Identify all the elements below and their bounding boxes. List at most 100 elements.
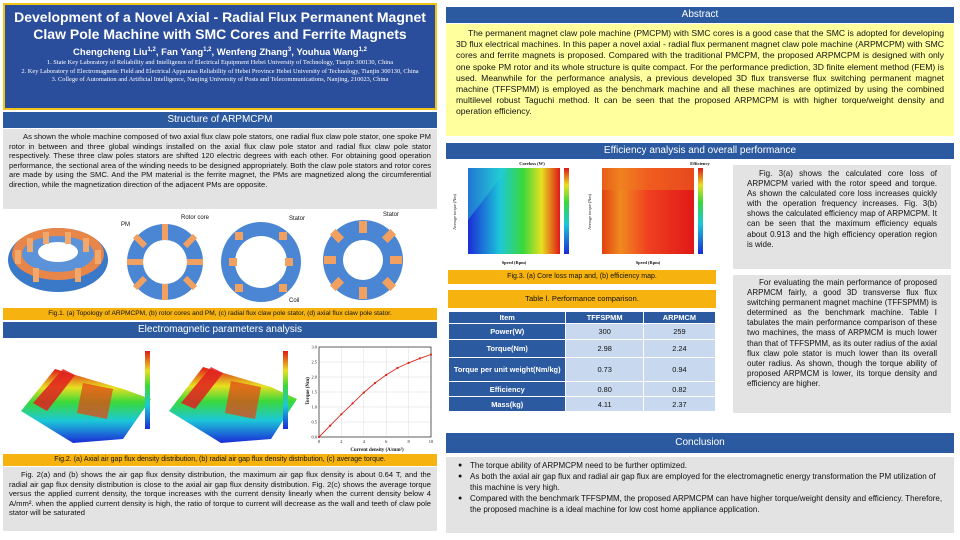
conclusion-list: The torque ability of ARPMCPM need to be… [452,461,948,515]
author-name: Wenfeng Zhang [216,47,288,59]
efficiency-maps: Coreloss (W) Speed (Rpm) Average torque … [448,160,716,268]
machine-topology-a [8,228,108,292]
torque-series-line [318,354,432,438]
coreloss-map-y-label: Average torque (Nm) [452,194,457,230]
y-tick-label: 2.5 [312,360,318,365]
radial-flux-density-surface [169,351,297,443]
axial-flux-density-surface [21,351,151,443]
data-point [373,381,377,385]
table-row: Mass(kg) 4.11 2.37 [447,396,717,412]
em-text: Fig. 2(a) and (b) shows the air gap flux… [3,467,437,531]
table-cell: 0.73 [565,357,644,382]
axial-stator-figure-d: Stator [323,212,403,300]
table-cell: 0.94 [642,357,717,382]
affiliation: 3. College of Automation and Artificial … [51,75,389,83]
poster-title-line2: Claw Pole Machine with SMC Cores and Fer… [33,26,407,42]
y-tick-label: 3.0 [312,345,318,350]
table-cell: Mass(kg) [447,396,567,412]
table-cell: Efficiency [447,381,567,397]
coreloss-colorbar [564,168,569,254]
y-tick-label: 0.0 [312,435,318,440]
conclusion-title-bar: Conclusion [446,433,954,453]
structure-section-title: Structure of ARPMCPM [3,112,437,128]
coreloss-map [468,168,560,254]
table-cell: 2.98 [565,339,644,358]
fig3-caption: Fig.3. (a) Core loss map and, (b) effici… [448,270,716,284]
em-section-title: Electromagnetic parameters analysis [3,322,437,338]
machine-topology-illustration: PM Rotor core Stator Coil [8,212,403,304]
fig1-caption: Fig.1. (a) Topology of ARPMCPM, (b) roto… [3,308,437,320]
author-name: Chengcheng Liu [73,47,148,59]
chart-series [317,353,433,439]
table-cell: Power(W) [447,323,567,340]
coil-label: Coil [289,298,299,304]
efficiency-map-title: Efficiency [690,161,710,166]
chart-x-axis-label: Current density (A/mm²) [350,447,404,453]
conclusion-item: As both the axial air gap flux and radia… [452,472,948,493]
table-cell: 259 [642,323,717,340]
table-cell: 0.82 [642,381,717,397]
data-point [396,366,399,370]
author-name: Fan Yang [161,47,204,59]
efficiency-map-x-label: Speed (Rpm) [636,260,661,265]
y-tick-label: 1.5 [312,390,318,395]
table-row: Efficiency 0.80 0.82 [447,381,717,397]
structure-text: As shown the whole machine composed of t… [3,129,437,209]
data-point [362,391,365,394]
y-tick-label: 2.0 [312,375,318,380]
table-header: Item [447,311,567,324]
efficiency-text-1: Fig. 3(a) shows the calculated core loss… [733,165,951,269]
data-point [329,424,332,427]
table-header: TFFSPMM [565,311,644,324]
coreloss-efficiency-maps: Coreloss (W) Speed (Rpm) Average torque … [452,161,711,265]
author-name: Youhua Wang [296,47,359,59]
table-title: Table Ⅰ. Performance comparison. [448,290,716,308]
table-cell: 0.80 [565,381,644,397]
stator-label: Stator [289,216,305,222]
flux-density-surfaces [21,351,297,443]
table-cell: 2.24 [642,339,717,358]
performance-table-wrap: Item TFFSPMM ARPMCM Power(W) 300 259 Tor… [447,311,717,414]
structure-figure: PM Rotor core Stator Coil [3,210,437,308]
data-point [340,413,343,416]
performance-table: Item TFFSPMM ARPMCM Power(W) 300 259 Tor… [447,311,717,412]
rotor-figure-b: PM Rotor core [121,215,210,300]
data-point [429,353,433,356]
poster-title-line1: Development of a Novel Axial - Radial Fl… [14,9,426,25]
table-row: Power(W) 300 259 [447,323,717,340]
chart-axes [318,346,432,438]
data-point [317,435,321,439]
table-row: Torque per unit weight(Nm/kg) 0.73 0.94 [447,357,717,382]
data-point [385,373,388,376]
data-point [351,402,354,405]
coreloss-map-title: Coreloss (W) [519,161,545,166]
author-list: Chengcheng Liu1,2, Fan Yang1,2, Wenfeng … [73,47,367,59]
x-tick-label: 0 [318,439,321,444]
x-tick-label: 10 [429,439,434,444]
table-cell: Torque per unit weight(Nm/kg) [447,357,567,382]
efficiency-section-title: Efficiency analysis and overall performa… [446,143,954,159]
table-cell: 4.11 [565,396,644,412]
affiliation: 1. State Key Laboratory of Reliability a… [46,59,394,67]
efficiency-map-y-label: Average torque (Nm) [587,194,592,230]
table-cell: 300 [565,323,644,340]
table-cell: 2.37 [642,396,717,412]
radial-stator-figure-c: Stator Coil [221,216,305,304]
table-header: ARPMCM [642,311,717,324]
y-tick-label: 0.5 [312,420,318,425]
affiliation: 2. Key Laboratory of Electromagnetic Fie… [21,67,419,75]
chart-y-axis-label: Torque (Nm) [306,377,311,405]
efficiency-colorbar [698,168,703,254]
table-cell: Torque(Nm) [447,339,567,358]
rotor-core-label: Rotor core [181,215,210,221]
abstract-text: The permanent magnet claw pole machine (… [446,24,954,136]
pm-label: PM [121,222,130,228]
x-tick-label: 2 [340,439,342,444]
table-row: Torque(Nm) 2.98 2.24 [447,339,717,358]
table-header-row: Item TFFSPMM ARPMCM [447,311,717,324]
conclusion-item: The torque ability of ARPMCPM need to be… [452,461,948,472]
plot-frame [318,346,432,438]
conclusion-box: The torque ability of ARPMCPM need to be… [446,457,954,533]
stator-label: Stator [383,212,399,218]
fig2-caption: Fig.2. (a) Axial air gap flux density di… [3,454,437,466]
